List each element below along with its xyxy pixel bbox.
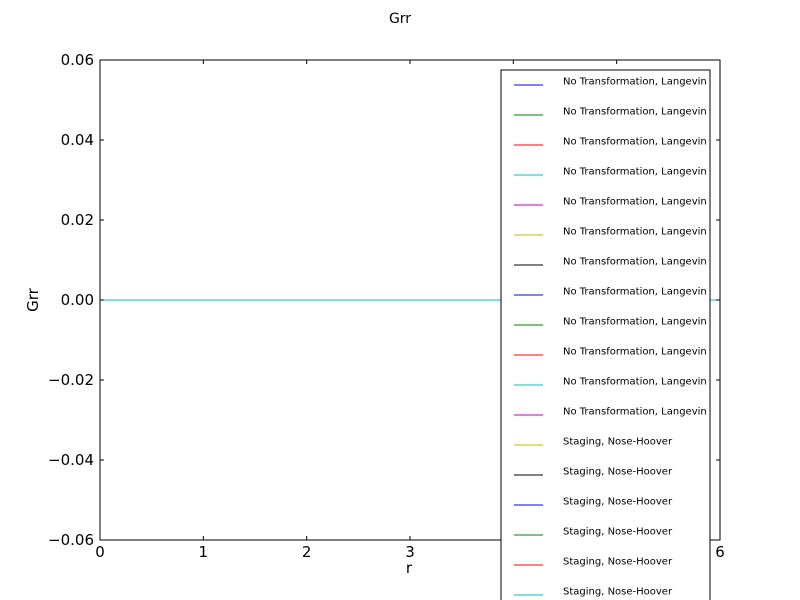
legend-label: Staging, Nose-Hoover	[563, 467, 673, 478]
y-tick-label: −0.06	[48, 531, 94, 549]
x-tick-label: 1	[199, 543, 209, 561]
x-tick-label: 3	[405, 543, 415, 561]
y-tick-label: 0.06	[61, 51, 94, 69]
y-axis-label: Grr	[24, 287, 42, 312]
y-tick-label: 0.04	[61, 131, 94, 149]
legend-label: No Transformation, Langevin	[563, 347, 707, 358]
legend-label: Staging, Nose-Hoover	[563, 497, 673, 508]
legend-label: No Transformation, Langevin	[563, 197, 707, 208]
x-tick-label: 6	[715, 543, 725, 561]
legend-label: Staging, Nose-Hoover	[563, 587, 673, 598]
x-axis-label: r	[406, 559, 413, 577]
y-tick-label: 0.02	[61, 211, 94, 229]
chart-title: Grr	[389, 11, 411, 27]
legend-label: Staging, Nose-Hoover	[563, 527, 673, 538]
legend-box	[500, 69, 711, 600]
legend-label: No Transformation, Langevin	[563, 257, 707, 268]
y-tick-label: −0.04	[48, 451, 94, 469]
legend-label: No Transformation, Langevin	[563, 287, 707, 298]
legend-label: No Transformation, Langevin	[563, 167, 707, 178]
x-tick-label: 2	[302, 543, 312, 561]
legend-label: No Transformation, Langevin	[563, 227, 707, 238]
y-tick-label: −0.02	[48, 371, 94, 389]
legend-label: No Transformation, Langevin	[563, 107, 707, 118]
legend-label: No Transformation, Langevin	[563, 137, 707, 148]
legend-label: No Transformation, Langevin	[563, 317, 707, 328]
legend-label: Staging, Nose-Hoover	[563, 557, 673, 568]
y-tick-label: 0.00	[61, 291, 94, 309]
legend-label: No Transformation, Langevin	[563, 407, 707, 418]
x-tick-label: 0	[95, 543, 105, 561]
legend-label: No Transformation, Langevin	[563, 377, 707, 388]
legend: No Transformation, Langevin No Transforma…	[500, 69, 711, 600]
legend-label: Staging, Nose-Hoover	[563, 437, 673, 448]
legend-label: No Transformation, Langevin	[563, 77, 707, 88]
